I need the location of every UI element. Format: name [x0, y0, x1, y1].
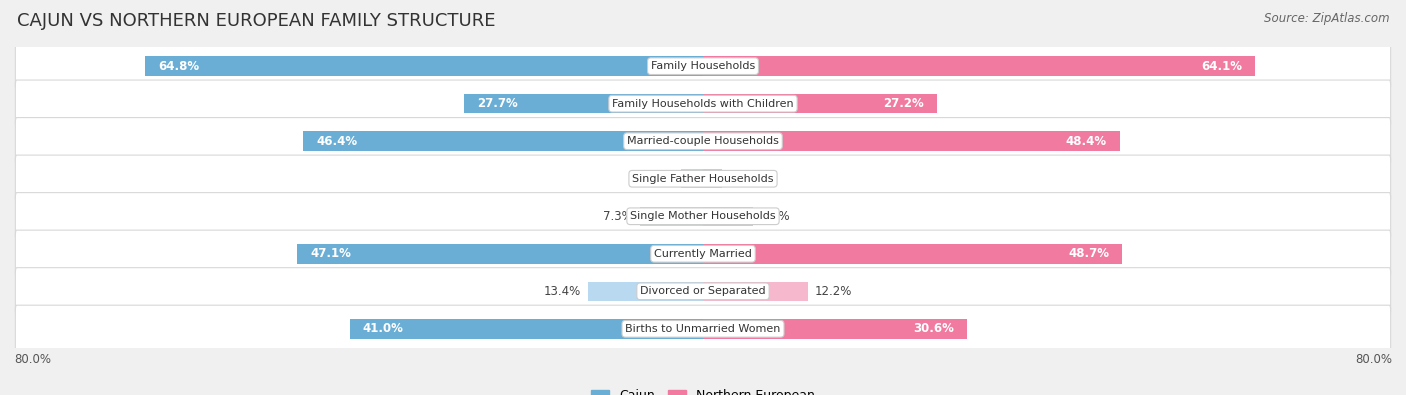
- Text: 46.4%: 46.4%: [316, 135, 357, 148]
- Bar: [703, 94, 938, 113]
- Legend: Cajun, Northern European: Cajun, Northern European: [586, 384, 820, 395]
- Text: 7.3%: 7.3%: [603, 210, 633, 223]
- Bar: [703, 207, 754, 226]
- Text: 30.6%: 30.6%: [912, 322, 953, 335]
- Text: 12.2%: 12.2%: [815, 285, 852, 298]
- Text: Married-couple Households: Married-couple Households: [627, 136, 779, 146]
- Bar: [464, 94, 703, 113]
- FancyBboxPatch shape: [15, 80, 1391, 127]
- Bar: [304, 132, 703, 151]
- Text: Family Households with Children: Family Households with Children: [612, 99, 794, 109]
- Text: 27.2%: 27.2%: [883, 97, 924, 110]
- Bar: [682, 169, 703, 188]
- Text: 5.8%: 5.8%: [759, 210, 789, 223]
- Text: 27.7%: 27.7%: [478, 97, 519, 110]
- Bar: [703, 169, 721, 188]
- FancyBboxPatch shape: [15, 118, 1391, 165]
- Text: CAJUN VS NORTHERN EUROPEAN FAMILY STRUCTURE: CAJUN VS NORTHERN EUROPEAN FAMILY STRUCT…: [17, 12, 495, 30]
- Text: Divorced or Separated: Divorced or Separated: [640, 286, 766, 296]
- Bar: [703, 244, 1122, 263]
- Text: Currently Married: Currently Married: [654, 249, 752, 259]
- Text: 80.0%: 80.0%: [1355, 353, 1392, 366]
- Bar: [640, 207, 703, 226]
- FancyBboxPatch shape: [15, 193, 1391, 240]
- FancyBboxPatch shape: [15, 305, 1391, 352]
- Text: 2.5%: 2.5%: [645, 172, 675, 185]
- Text: 80.0%: 80.0%: [14, 353, 51, 366]
- FancyBboxPatch shape: [15, 43, 1391, 90]
- Text: 47.1%: 47.1%: [311, 247, 352, 260]
- Text: 64.8%: 64.8%: [157, 60, 200, 73]
- Bar: [703, 282, 808, 301]
- Text: 48.7%: 48.7%: [1069, 247, 1109, 260]
- Bar: [145, 56, 703, 76]
- Text: Family Households: Family Households: [651, 61, 755, 71]
- Text: Single Mother Households: Single Mother Households: [630, 211, 776, 221]
- Bar: [703, 56, 1256, 76]
- Bar: [703, 132, 1119, 151]
- Bar: [350, 319, 703, 339]
- Text: 2.2%: 2.2%: [728, 172, 759, 185]
- Text: 13.4%: 13.4%: [544, 285, 581, 298]
- Bar: [298, 244, 703, 263]
- Text: 41.0%: 41.0%: [363, 322, 404, 335]
- FancyBboxPatch shape: [15, 155, 1391, 202]
- Text: 48.4%: 48.4%: [1066, 135, 1107, 148]
- Bar: [588, 282, 703, 301]
- FancyBboxPatch shape: [15, 230, 1391, 277]
- FancyBboxPatch shape: [15, 268, 1391, 315]
- Text: Births to Unmarried Women: Births to Unmarried Women: [626, 324, 780, 334]
- Text: Source: ZipAtlas.com: Source: ZipAtlas.com: [1264, 12, 1389, 25]
- Text: Single Father Households: Single Father Households: [633, 174, 773, 184]
- Text: 64.1%: 64.1%: [1201, 60, 1241, 73]
- Bar: [703, 319, 966, 339]
